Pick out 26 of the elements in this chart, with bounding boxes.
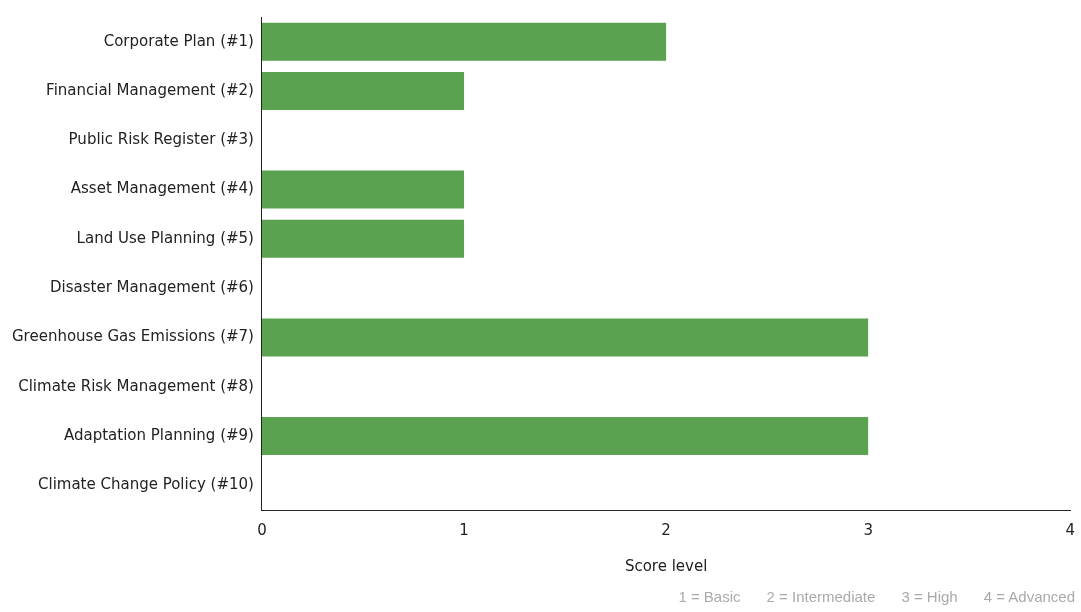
y-tick-label: Climate Risk Management (#8) (18, 376, 254, 395)
bar (261, 71, 465, 110)
x-tick-label: 0 (257, 520, 267, 539)
x-tick-label: 1 (459, 520, 469, 539)
y-tick-label: Greenhouse Gas Emissions (#7) (11, 327, 254, 346)
x-tick-label: 4 (1065, 520, 1075, 539)
x-tick-label: 3 (863, 520, 873, 539)
y-tick-label: Disaster Management (#6) (49, 278, 254, 297)
y-tick-label: Land Use Planning (#5) (76, 228, 254, 247)
y-tick-label: Adaptation Planning (#9) (63, 425, 254, 444)
x-axis-title: Score level (624, 556, 708, 575)
text: 1 = Basic (678, 588, 741, 605)
y-tick-label: Climate Change Policy (#10) (37, 475, 254, 494)
text: 4 = Advanced (983, 588, 1075, 605)
x-tick-label: 2 (661, 520, 671, 539)
y-tick-label: Financial Management (#2) (46, 80, 254, 99)
text: 3 = High (901, 588, 958, 605)
y-tick-label: Public Risk Register (#3) (68, 130, 254, 149)
text: 2 = Intermediate (766, 588, 876, 605)
bar (261, 170, 465, 209)
y-tick-label: Corporate Plan (#1) (103, 31, 254, 50)
bar (261, 318, 869, 357)
bar (261, 417, 869, 456)
bar (261, 219, 465, 258)
bar (261, 22, 667, 61)
y-tick-label: Asset Management (#4) (70, 179, 254, 198)
